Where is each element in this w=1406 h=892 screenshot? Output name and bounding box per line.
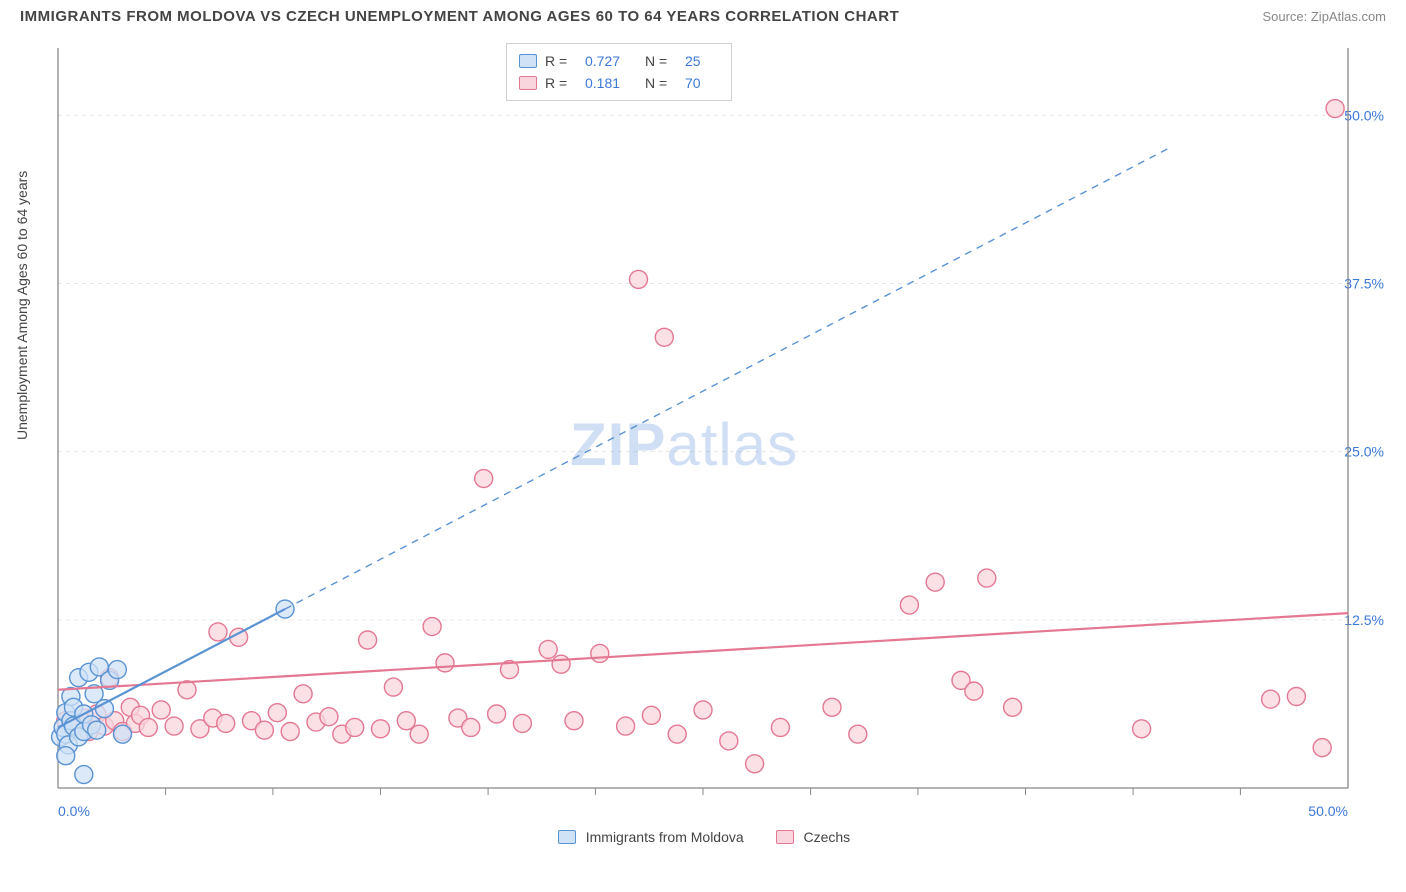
svg-text:50.0%: 50.0%	[1344, 107, 1384, 123]
chart-container: 12.5% 25.0% 37.5% 50.0% 0.0% 50.0% R = 0.727 …	[48, 38, 1388, 844]
czechs-legend-swatch	[776, 830, 794, 844]
svg-text:50.0%: 50.0%	[1308, 803, 1348, 819]
czechs-legend-label: Czechs	[803, 829, 850, 845]
czechs-swatch	[519, 76, 537, 90]
bottom-legend: Immigrants from Moldova Czechs	[48, 828, 1388, 845]
r-value-czechs: 0.181	[585, 72, 637, 94]
stats-row-czechs: R = 0.181 N = 70	[519, 72, 719, 94]
svg-text:37.5%: 37.5%	[1344, 275, 1384, 291]
n-label: N =	[645, 72, 677, 94]
svg-text:25.0%: 25.0%	[1344, 444, 1384, 460]
correlation-stats-box: R = 0.727 N = 25 R = 0.181 N = 70	[506, 43, 732, 101]
svg-text:0.0%: 0.0%	[58, 803, 90, 819]
stats-row-moldova: R = 0.727 N = 25	[519, 50, 719, 72]
source-attribution: Source: ZipAtlas.com	[1262, 9, 1386, 24]
scatter-chart: 12.5% 25.0% 37.5% 50.0% 0.0% 50.0%	[48, 38, 1388, 844]
moldova-swatch	[519, 54, 537, 68]
svg-text:12.5%: 12.5%	[1344, 612, 1384, 628]
y-axis-label: Unemployment Among Ages 60 to 64 years	[14, 171, 30, 440]
moldova-legend-swatch	[558, 830, 576, 844]
n-label: N =	[645, 50, 677, 72]
r-value-moldova: 0.727	[585, 50, 637, 72]
chart-title: IMMIGRANTS FROM MOLDOVA VS CZECH UNEMPLO…	[20, 8, 899, 25]
r-label: R =	[545, 72, 577, 94]
r-label: R =	[545, 50, 577, 72]
n-value-czechs: 70	[685, 72, 719, 94]
moldova-legend-label: Immigrants from Moldova	[586, 829, 744, 845]
n-value-moldova: 25	[685, 50, 719, 72]
